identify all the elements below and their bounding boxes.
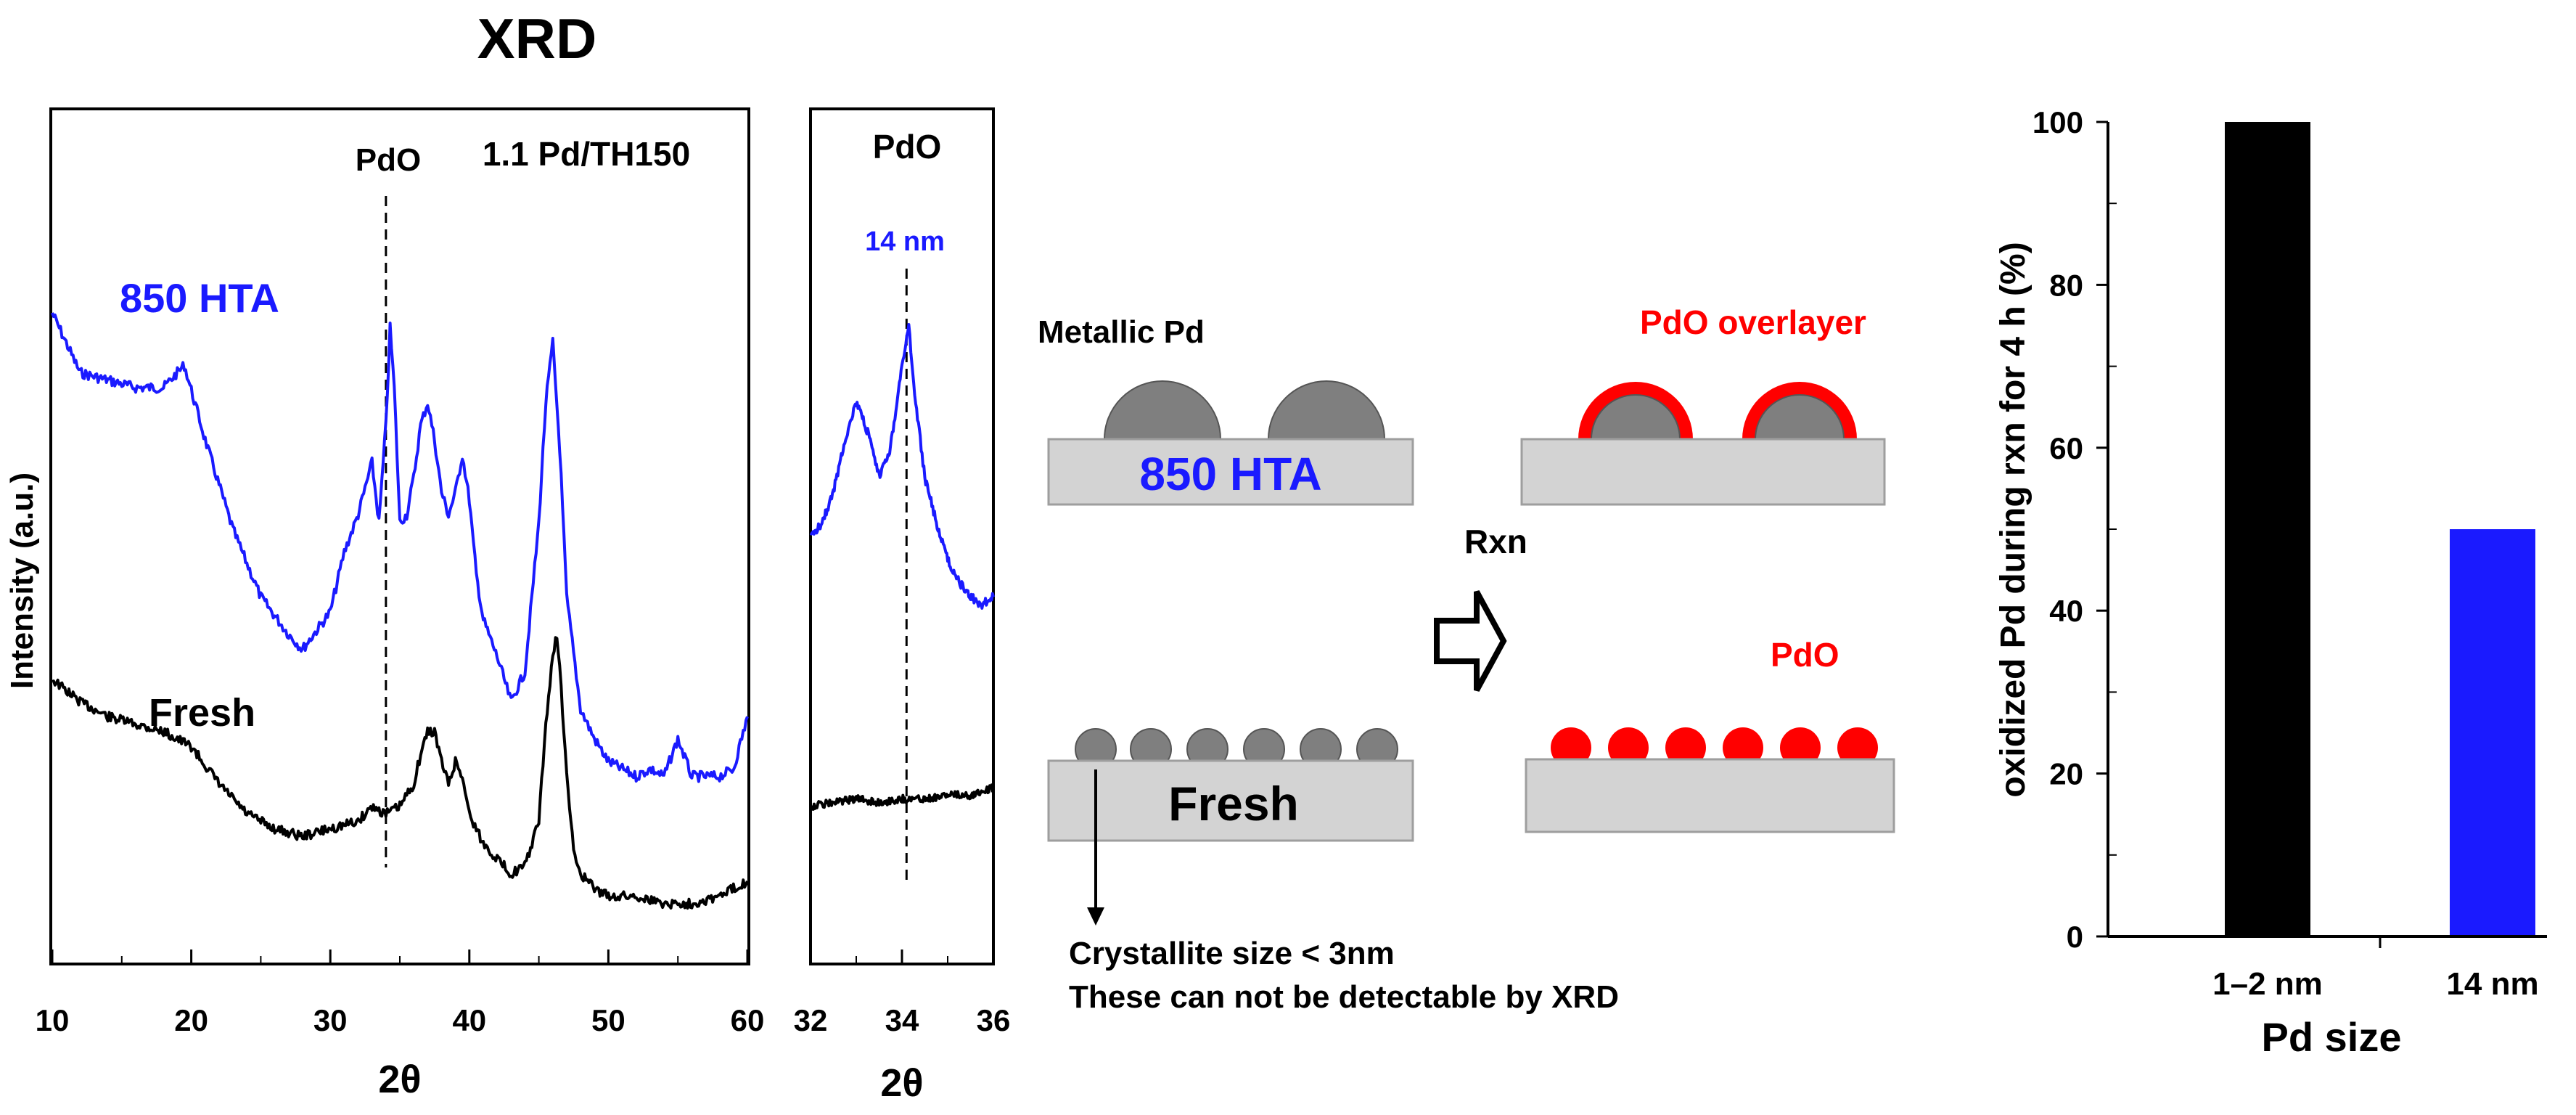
detect-note: These can not be detectable by XRD	[1069, 979, 1619, 1015]
bar-y-tick-label: 60	[2049, 431, 2083, 465]
bar-y-axis-label: oxidized Pd during rxn for 4 h (%)	[1994, 242, 2033, 797]
pdo-small-particle	[1780, 727, 1821, 768]
bar-y-tick-label: 40	[2049, 594, 2083, 628]
pdo-small-particle	[1665, 727, 1706, 768]
bar-category-label: 14 nm	[2446, 966, 2538, 1002]
inset-x-axis-label: 2θ	[880, 1061, 923, 1105]
bar-y-tick-label: 0	[2067, 920, 2083, 954]
fresh-xrd-curve	[52, 636, 749, 910]
bar-category-label: 1–2 nm	[2212, 966, 2323, 1002]
bar-x-axis-label: Pd size	[2262, 1014, 2402, 1060]
bar-0	[2225, 122, 2310, 936]
pdo-small-particle	[1837, 727, 1878, 768]
crystallite-note: Crystallite size < 3nm	[1069, 936, 1395, 971]
xrd-x-axis-label: 2θ	[378, 1058, 421, 1101]
rxn-arrow-icon	[1434, 590, 1507, 692]
oxidized-hta-support	[1520, 438, 1886, 506]
hta-support	[1047, 438, 1414, 506]
xrd-plot-frame	[49, 107, 750, 965]
pdo-overlayer-label: PdO overlayer	[1640, 303, 1866, 341]
pdo-line-label: PdO	[356, 142, 421, 178]
bar-chart: 0 20 40 60 80 100 1–2 nm 14 nm Pd size oxidized P…	[1994, 105, 2547, 1060]
hta-xrd-curve	[51, 312, 749, 783]
metallic-pd-label: Metallic Pd	[1038, 314, 1205, 350]
oxidized-fresh-support	[1525, 758, 1895, 833]
pd-core-particle	[1590, 394, 1681, 440]
rxn-label: Rxn	[1464, 523, 1527, 560]
bar-y-tick-label: 100	[2033, 105, 2083, 139]
inset-x-tick-label: 36	[977, 1003, 1011, 1037]
inset-size-label: 14 nm	[865, 226, 945, 257]
xrd-x-tick-label: 30	[313, 1003, 348, 1037]
xrd-x-axis: 10 20 30 40 50 60	[36, 949, 765, 1037]
bar-y-tick-label: 80	[2049, 268, 2083, 302]
crystallite-arrow-head	[1087, 907, 1104, 926]
pd-core-particle	[1754, 394, 1845, 440]
xrd-x-tick-label: 20	[174, 1003, 208, 1037]
pdo-small-particle	[1608, 727, 1649, 768]
fresh-curve-label: Fresh	[149, 691, 255, 735]
sample-label: 1.1 Pd/TH150	[483, 135, 690, 173]
xrd-x-tick-label: 40	[452, 1003, 486, 1037]
metallic-pd-particle	[1267, 380, 1386, 440]
metallic-pd-particle	[1103, 380, 1222, 440]
xrd-x-tick-label: 60	[731, 1003, 765, 1037]
xrd-x-tick-label: 10	[36, 1003, 70, 1037]
fresh-support-label: Fresh	[1168, 777, 1299, 830]
inset-x-tick-label: 34	[885, 1003, 919, 1037]
inset-x-axis: 32 34 36	[794, 949, 1011, 1037]
xrd-x-tick-label: 50	[591, 1003, 625, 1037]
inset-x-tick-label: 32	[794, 1003, 828, 1037]
inset-hta-curve	[809, 323, 995, 610]
intensity-axis-label: Intensity (a.u.)	[4, 473, 40, 689]
pdo-small-label: PdO	[1771, 636, 1839, 674]
fresh-support	[1047, 759, 1414, 842]
hta-curve-label: 850 HTA	[120, 275, 279, 321]
bar-y-tick-label: 20	[2049, 757, 2083, 791]
bar-1	[2450, 529, 2535, 936]
inset-fresh-curve	[809, 783, 995, 812]
pdo-small-particle	[1551, 727, 1591, 768]
inset-title: PdO	[873, 128, 942, 166]
pdo-small-particle	[1723, 727, 1763, 768]
hta-support-label: 850 HTA	[1139, 448, 1321, 500]
xrd-title: XRD	[477, 7, 597, 70]
